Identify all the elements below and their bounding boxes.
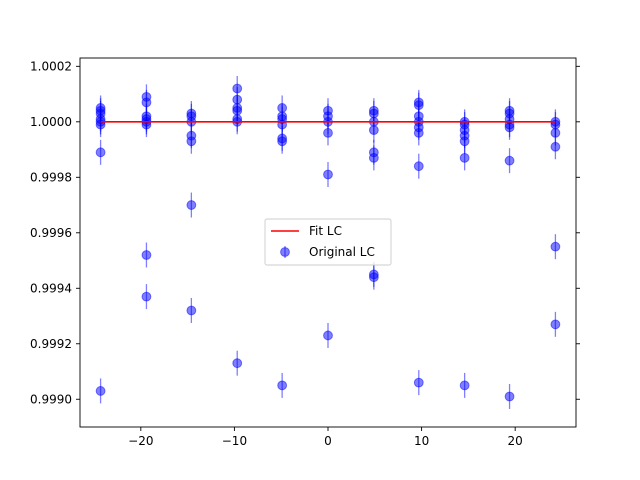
axes: −20 −10 0 10 20 0.9990 0.9992 0.9994 0.9996 0.999…: [30, 57, 580, 448]
data-point: [504, 391, 515, 402]
legend-original-label: Original LC: [309, 245, 375, 259]
data-point: [368, 272, 379, 283]
data-point: [186, 305, 197, 316]
data-point: [277, 136, 288, 147]
data-point: [413, 128, 424, 138]
x-tick-label: −10: [222, 434, 247, 448]
y-tick-label: 1.0000: [30, 115, 72, 129]
y-tick-label: 0.9992: [30, 337, 72, 351]
legend-fit-label: Fit LC: [309, 224, 342, 238]
x-tick-label: 0: [324, 434, 332, 448]
data-point: [95, 147, 106, 158]
y-tick-label: 1.0002: [30, 59, 72, 73]
data-point: [459, 380, 470, 391]
plot-area: [95, 76, 561, 409]
y-tick-label: 0.9998: [30, 170, 72, 184]
x-tick-label: −20: [128, 434, 153, 448]
data-point: [232, 358, 243, 369]
x-tick-label: 20: [508, 434, 523, 448]
data-point: [95, 386, 106, 396]
data-point: [368, 125, 379, 136]
data-point: [186, 200, 197, 210]
legend: Fit LC Original LC: [264, 218, 392, 266]
data-point: [459, 152, 470, 163]
data-point: [504, 155, 515, 166]
data-point: [323, 330, 333, 341]
data-point: [141, 250, 152, 260]
data-point: [186, 136, 197, 147]
data-point: [413, 161, 424, 172]
data-point: [550, 319, 561, 330]
data-point: [141, 291, 152, 302]
data-point: [550, 241, 561, 252]
data-point: [459, 136, 470, 147]
y-tick-label: 0.9994: [30, 281, 72, 295]
data-point: [504, 122, 515, 133]
data-point: [413, 377, 424, 388]
legend-original-swatch: [280, 247, 290, 257]
data-point: [368, 152, 379, 163]
data-point: [277, 380, 288, 391]
y-tick-label: 0.9990: [30, 392, 72, 406]
data-point: [550, 141, 561, 152]
x-tick-label: 10: [414, 434, 429, 448]
data-point: [323, 128, 333, 138]
data-point: [323, 169, 333, 180]
y-tick-label: 0.9996: [30, 226, 72, 240]
